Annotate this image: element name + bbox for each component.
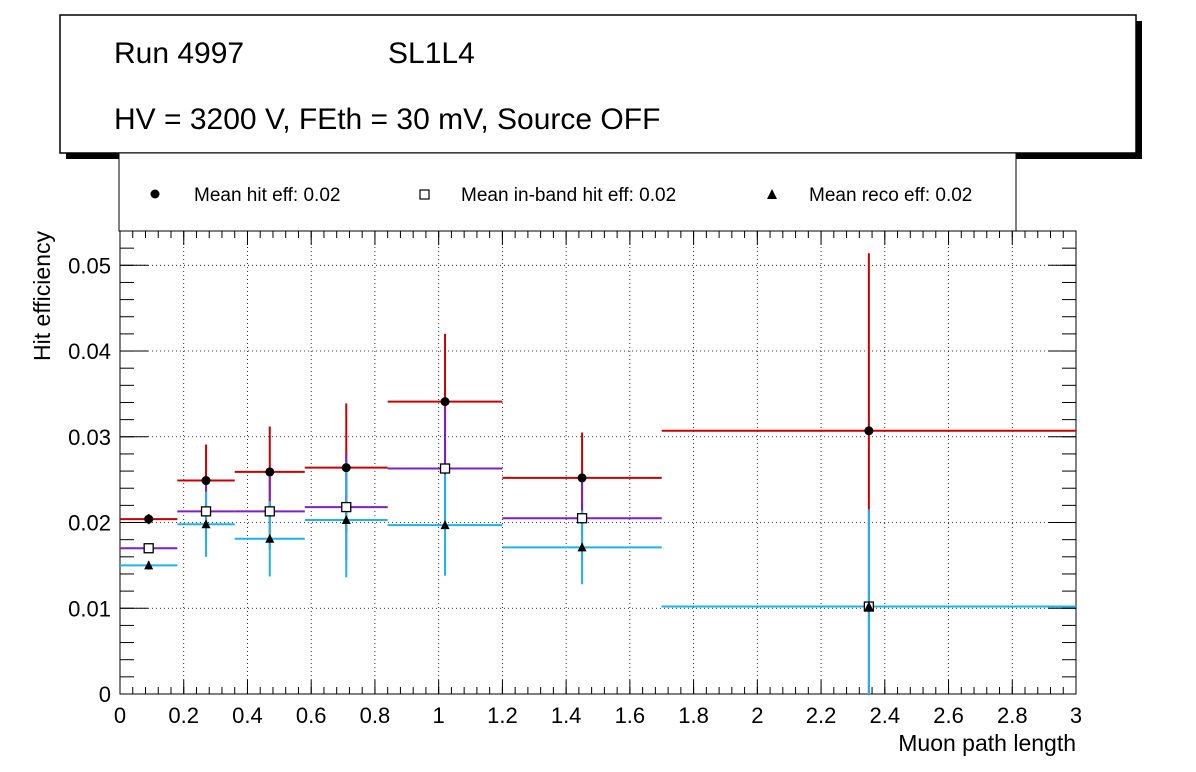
title-layer: SL1L4 — [388, 37, 475, 70]
legend-label-hit: Mean hit eff: 0.02 — [194, 185, 340, 206]
data-point-square — [143, 543, 154, 554]
axis-ticks — [119, 230, 1077, 695]
x-tick-label: 2.2 — [806, 703, 837, 728]
data-point-circle — [577, 473, 587, 483]
title-box: Run 4997 SL1L4 HV = 3200 V, FEth = 30 mV… — [59, 14, 1142, 159]
y-tick-label: 0 — [99, 682, 111, 707]
legend: Mean hit eff: 0.02 Mean in-band hit eff:… — [118, 152, 1017, 232]
data-point-square — [341, 501, 352, 513]
data-point-square — [576, 513, 588, 524]
data-point-circle — [440, 397, 450, 407]
data-point-circle — [144, 514, 154, 524]
series-markers-1 — [143, 463, 875, 612]
x-tick-label: 2 — [751, 703, 763, 728]
x-tick-label: 0.2 — [168, 703, 199, 728]
y-tick-label: 0.02 — [68, 511, 111, 536]
data-point-triangle — [864, 601, 874, 611]
title-box-frame — [59, 14, 1137, 154]
data-point-triangle — [265, 533, 275, 543]
data-point-square — [439, 463, 451, 474]
data-point-circle — [864, 426, 874, 436]
data-point-triangle — [341, 514, 351, 524]
data-point-square — [264, 506, 275, 517]
series-markers-0 — [144, 397, 874, 524]
series-markers-2 — [144, 514, 874, 611]
x-tick-label: 2.4 — [870, 703, 901, 728]
data-point-circle — [201, 476, 211, 486]
x-tick-label: 2.8 — [997, 703, 1028, 728]
x-tick-label: 0.4 — [232, 703, 263, 728]
y-tick-labels: 0 0.01 0.02 0.03 0.04 0.05 — [68, 253, 111, 707]
x-tick-label: 1.2 — [487, 703, 518, 728]
data-point-circle — [265, 467, 275, 477]
x-tick-label: 0.8 — [360, 703, 391, 728]
legend-frame — [118, 152, 1017, 232]
x-tick-labels: 0 0.2 0.4 0.6 0.8 1 1.2 1.4 1.6 1.8 2 2.2 2.4 2.6 2.8 3 — [114, 703, 1082, 728]
y-tick-label: 0.01 — [68, 596, 111, 621]
legend-label-reco: Mean reco eff: 0.02 — [809, 185, 972, 206]
x-tick-label: 2.6 — [933, 703, 964, 728]
series-1 — [120, 406, 1076, 694]
title-run: Run 4997 — [114, 37, 244, 70]
x-tick-label: 0.6 — [296, 703, 327, 728]
x-tick-label: 1.6 — [615, 703, 646, 728]
data-point-square — [200, 506, 212, 517]
legend-marker-hit — [150, 189, 160, 199]
plot-frame — [119, 230, 1077, 695]
data-point-triangle — [201, 519, 211, 529]
series-2 — [120, 462, 1076, 694]
y-axis-title: Hit efficiency — [29, 231, 55, 361]
grid — [120, 231, 1076, 694]
data-series — [120, 253, 1076, 694]
y-tick-label: 0.04 — [68, 339, 111, 364]
title-conditions: HV = 3200 V, FEth = 30 mV, Source OFF — [114, 103, 660, 136]
x-tick-label: 0 — [114, 703, 126, 728]
data-point-triangle — [577, 542, 587, 552]
series-0 — [120, 253, 1076, 533]
y-tick-label: 0.03 — [68, 425, 111, 450]
x-tick-label: 1.8 — [678, 703, 709, 728]
x-tick-label: 3 — [1070, 703, 1082, 728]
data-point-triangle — [440, 520, 450, 530]
y-tick-label: 0.05 — [68, 253, 111, 278]
legend-marker-reco — [767, 189, 777, 199]
data-point-circle — [341, 463, 351, 473]
x-axis-title: Muon path length — [898, 730, 1076, 756]
legend-label-inband: Mean in-band hit eff: 0.02 — [461, 185, 676, 206]
x-tick-label: 1 — [433, 703, 445, 728]
x-tick-label: 1.4 — [551, 703, 582, 728]
data-point-triangle — [144, 560, 154, 570]
legend-marker-inband — [419, 189, 430, 200]
